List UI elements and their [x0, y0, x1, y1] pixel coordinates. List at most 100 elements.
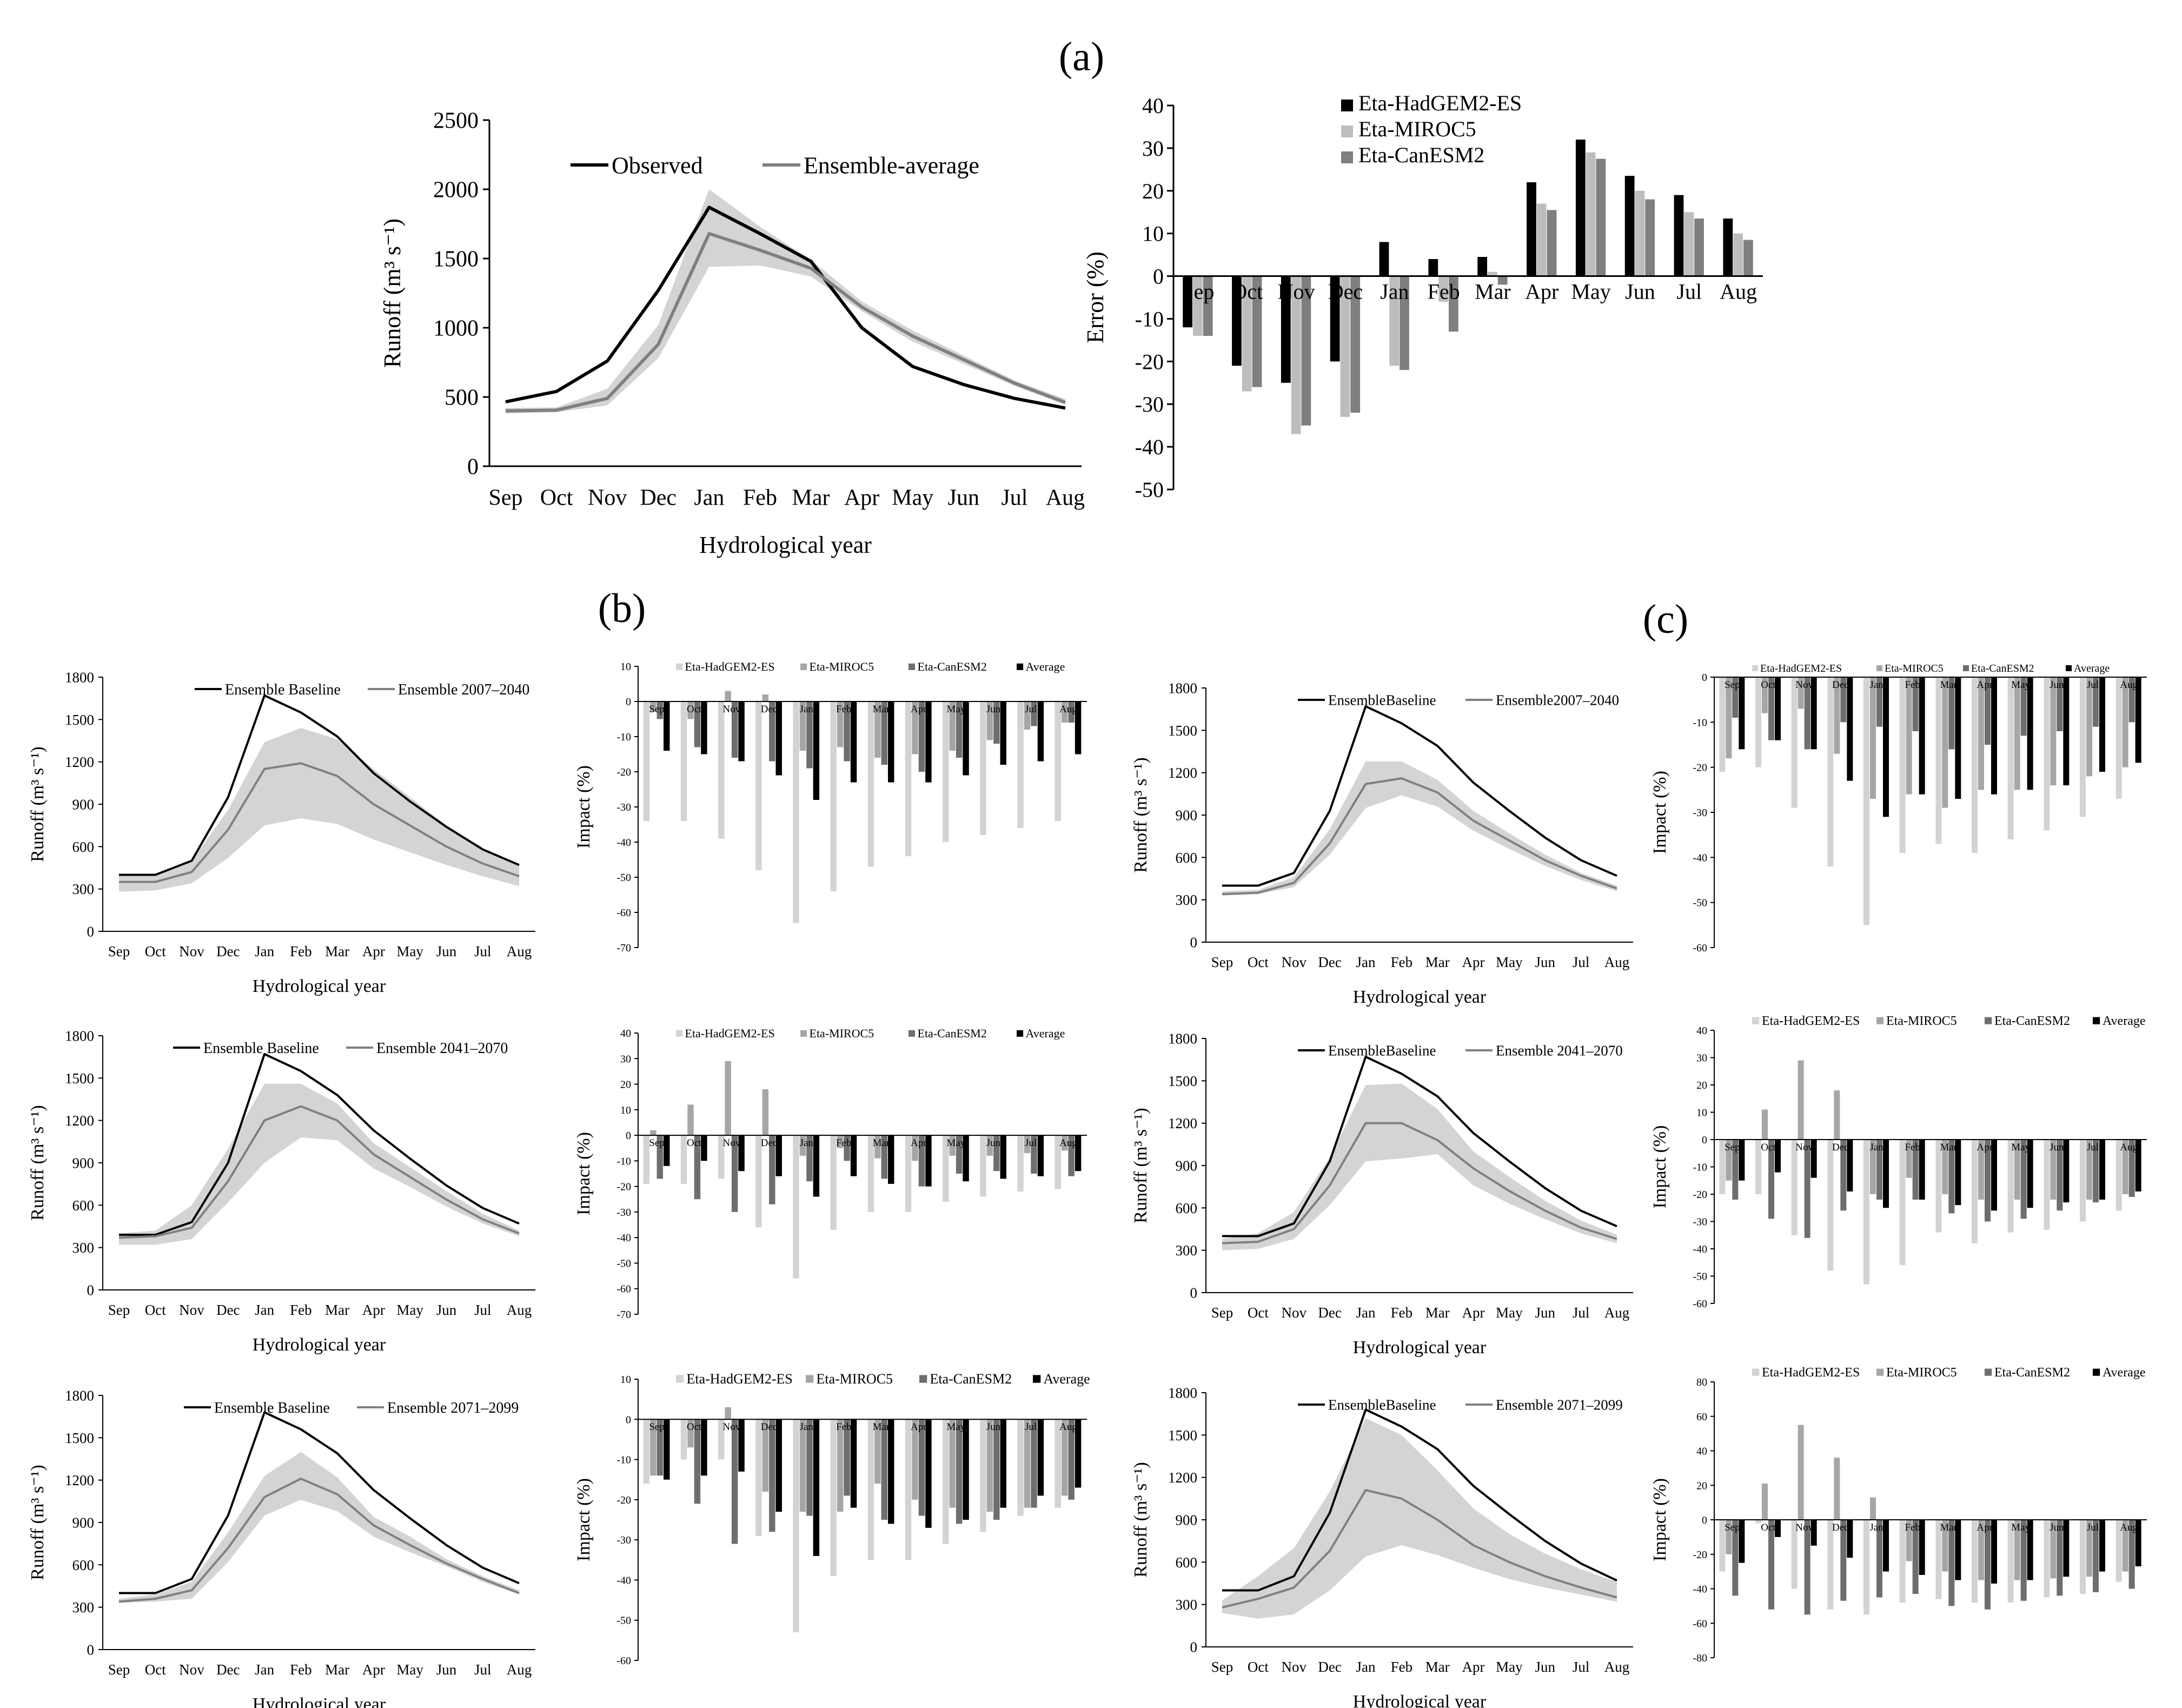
series-line-projection [119, 762, 520, 883]
bar-average [963, 701, 969, 776]
y-tick-label: -30 [616, 1534, 631, 1546]
bar-eta-hadgem2-es [2044, 677, 2050, 831]
bar-eta-hadgem2-es [1183, 276, 1193, 328]
bar-eta-miroc5 [1906, 677, 1912, 795]
bar-average [1000, 701, 1006, 765]
bar-eta-miroc5 [762, 694, 769, 701]
bar-eta-canesm2 [2093, 677, 2099, 727]
x-tick-label: Oct [1231, 280, 1263, 304]
y-tick-label: -10 [1693, 717, 1707, 729]
y-tick-label: 0 [1190, 934, 1198, 950]
bar-eta-hadgem2-es [680, 1419, 687, 1460]
bar-eta-canesm2 [1732, 1520, 1739, 1596]
x-tick-label: Jan [800, 1137, 814, 1149]
legend-label: Eta-CanESM2 [918, 660, 987, 673]
y-tick-label: 1800 [1168, 1030, 1197, 1047]
y-axis-label: Impact (%) [574, 765, 594, 849]
bar-eta-canesm2 [1732, 677, 1739, 718]
x-tick-label: Mar [1425, 1305, 1450, 1321]
bar-eta-hadgem2-es [1527, 182, 1536, 276]
bar-eta-canesm2 [2128, 1520, 2135, 1589]
y-tick-label: 0 [1153, 264, 1164, 289]
y-tick-label: -60 [616, 1283, 631, 1295]
legend-label: Eta-MIROC5 [1886, 1014, 1957, 1028]
x-tick-label: Jul [1676, 280, 1702, 304]
x-tick-label: Jul [2087, 1142, 2099, 1153]
bar-average [2135, 677, 2141, 763]
chart-a-error: -50 -40 -30 -20 -10 0 10 20 30 40 Sep Oct Nov Dec Jan F… [1082, 91, 1763, 502]
y-tick-label: 900 [72, 1514, 95, 1531]
bar-eta-canesm2 [1448, 276, 1458, 332]
x-tick-label: Mar [1940, 1142, 1958, 1153]
x-tick-label: Oct [1248, 1659, 1269, 1675]
bar-average [1075, 701, 1082, 754]
bar-eta-hadgem2-es [1017, 701, 1024, 828]
x-tick-label: Sep [1211, 1659, 1233, 1675]
x-tick-label: Feb [1905, 1142, 1920, 1153]
bar-eta-hadgem2-es [1972, 1140, 1978, 1243]
bar-eta-hadgem2-es [643, 1135, 650, 1184]
chart-b1-runoff: 0 300 600 900 1200 1500 1800 Sep Oct Nov Dec Jan Feb… [28, 669, 535, 996]
x-tick-label: Mar [1475, 280, 1511, 304]
x-tick-label: Dec [761, 704, 778, 715]
x-tick-label: Feb [1905, 1522, 1920, 1533]
bar-eta-hadgem2-es [1477, 257, 1488, 276]
bar-eta-miroc5 [1978, 677, 1984, 790]
legend-label: Ensemble Baseline [203, 1040, 319, 1057]
legend-label: Ensemble-average [804, 152, 979, 178]
legend-swatch [806, 1375, 814, 1383]
bar-eta-miroc5 [1906, 1520, 1912, 1561]
x-tick-label: Feb [836, 1137, 852, 1149]
bar-eta-canesm2 [1912, 1140, 1919, 1200]
bar-eta-canesm2 [1876, 1140, 1882, 1200]
bar-average [2027, 1520, 2033, 1580]
bar-average [1883, 1140, 1889, 1208]
x-tick-label: May [1496, 1659, 1523, 1675]
chart-c3-runoff: 0 300 600 900 1200 1500 1800 Sep Oct Nov Dec Jan Feb… [1131, 1385, 1633, 1708]
bar-average [2135, 1520, 2141, 1567]
x-tick-label: Sep [649, 1137, 665, 1149]
y-tick-label: 0 [626, 696, 631, 708]
series-line-projection [505, 231, 1066, 413]
x-tick-label: Feb [1391, 1305, 1413, 1321]
x-tick-label: Jan [1380, 280, 1409, 304]
legend-swatch [2093, 1017, 2100, 1024]
x-tick-label: Mar [1940, 1522, 1958, 1533]
x-tick-label: Dec [761, 1137, 778, 1149]
bar-eta-hadgem2-es [755, 1135, 762, 1228]
bar-average [1739, 1140, 1745, 1181]
bar-average [850, 1419, 857, 1508]
x-tick-label: May [1571, 280, 1610, 304]
x-tick-label: Aug [507, 943, 532, 959]
y-tick-label: -40 [616, 837, 631, 849]
y-tick-label: -40 [1135, 435, 1164, 459]
bar-eta-miroc5 [1870, 1497, 1876, 1520]
bar-eta-hadgem2-es [2007, 1140, 2014, 1233]
bar-eta-miroc5 [874, 701, 881, 758]
legend-label: Average [2103, 1014, 2146, 1028]
chart-a-runoff: 0 500 1000 1500 2000 2500 Sep Oct Nov Dec Jan Feb Ma… [379, 109, 1085, 558]
bar-eta-canesm2 [2128, 1140, 2135, 1197]
bar-eta-canesm2 [993, 1419, 1000, 1520]
x-tick-label: Jan [694, 485, 724, 510]
legend-swatch [1017, 663, 1024, 670]
bar-eta-miroc5 [1726, 1140, 1732, 1181]
legend-label: Eta-CanESM2 [1994, 1366, 2070, 1380]
bar-eta-miroc5 [650, 1130, 656, 1136]
bar-average [1775, 1140, 1781, 1173]
y-tick-label: 1500 [433, 247, 479, 272]
bar-eta-canesm2 [2020, 1140, 2027, 1219]
x-tick-label: Jun [948, 485, 979, 510]
x-tick-label: Jul [1573, 1659, 1590, 1675]
y-tick-label: 0 [87, 1282, 95, 1298]
y-tick-label: -30 [1693, 1216, 1707, 1228]
bar-eta-hadgem2-es [2115, 677, 2122, 799]
uncertainty-band [119, 1452, 519, 1603]
y-tick-label: 600 [1176, 1200, 1198, 1216]
y-tick-label: 600 [1176, 1554, 1198, 1571]
x-tick-label: Apr [844, 485, 879, 510]
bar-eta-hadgem2-es [980, 701, 986, 835]
bar-eta-canesm2 [918, 1419, 925, 1516]
legend-swatch [1985, 1368, 1992, 1376]
bar-eta-hadgem2-es [1972, 677, 1978, 853]
